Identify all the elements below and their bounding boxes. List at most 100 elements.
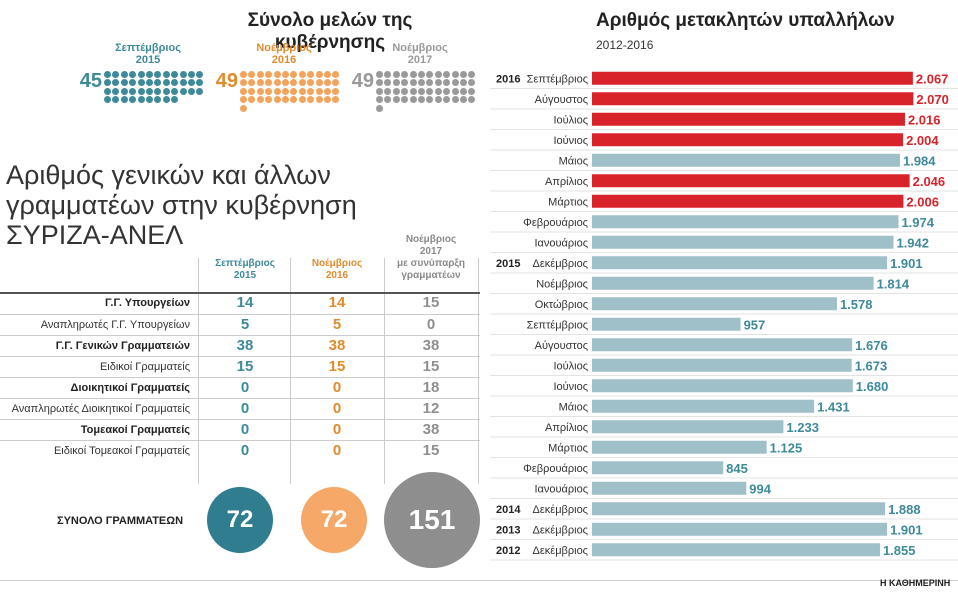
- member-dot: [265, 79, 273, 87]
- bar: [592, 379, 853, 393]
- column-header-sep-2015: Σεπτέμβριος 2015: [200, 258, 290, 282]
- total-circle-nov-2016: 72: [301, 487, 367, 553]
- month-label: Απρίλιος: [545, 176, 588, 188]
- bar-value-label: 1.901: [890, 256, 923, 271]
- member-dot: [240, 79, 247, 87]
- member-dot: [120, 79, 128, 87]
- member-dot: [451, 87, 459, 95]
- member-dot: [273, 96, 281, 104]
- bar: [592, 174, 910, 188]
- member-dot: [196, 71, 204, 78]
- member-dot: [282, 79, 289, 87]
- member-dot: [240, 104, 247, 112]
- member-dot: [418, 96, 425, 104]
- member-dot: [315, 79, 323, 87]
- member-count: 45: [79, 70, 102, 92]
- bar-value-label: 1.888: [888, 502, 921, 517]
- member-dot: [265, 87, 273, 95]
- member-dot: [298, 96, 306, 104]
- member-dot: [332, 71, 340, 78]
- year-label: 2016: [496, 73, 520, 85]
- month-label: Φεβρουάριος: [523, 217, 588, 229]
- member-dot: [120, 96, 128, 104]
- chart-title: Αριθμός μετακλητών υπαλλήλων: [596, 10, 895, 31]
- row-label: Αναπληρωτές Γ.Γ. Υπουργείων: [40, 319, 190, 331]
- bar: [592, 92, 914, 106]
- member-dot: [315, 96, 323, 104]
- secretaries-title-line2: γραμματέων στην κυβέρνηση: [6, 190, 357, 220]
- bar: [592, 194, 904, 208]
- bar-value-label: 1.233: [786, 420, 819, 435]
- member-dot: [401, 87, 409, 95]
- member-dot: [409, 96, 417, 104]
- member-dot: [273, 87, 281, 95]
- table-row: Ειδικοί Τομεακοί Γραμματείς 0 0 15: [0, 440, 480, 461]
- member-dot: [451, 96, 459, 104]
- row-value: 38: [422, 421, 440, 438]
- member-dot: [376, 96, 383, 104]
- bar: [592, 133, 904, 147]
- member-dot: [188, 71, 195, 78]
- member-dot: [188, 79, 195, 87]
- month-label: Μάιος: [559, 401, 588, 413]
- bar-value-label: 2.046: [913, 174, 946, 189]
- bar: [592, 297, 837, 311]
- month-label: Απρίλιος: [545, 422, 588, 434]
- member-dot: [256, 96, 264, 104]
- column-header-line: 2017: [419, 246, 443, 257]
- bar-value-label: 845: [726, 461, 748, 476]
- column-header-line: Σεπτέμβριος: [215, 258, 275, 269]
- member-dot: [460, 71, 467, 78]
- member-dot: [112, 71, 120, 78]
- row-value: 0: [332, 442, 342, 459]
- member-dot: [248, 71, 256, 78]
- member-dot: [324, 79, 331, 87]
- member-dot: [248, 79, 256, 87]
- member-count: 49: [215, 70, 238, 92]
- month-label: Ιούλιος: [553, 114, 588, 126]
- member-group-label: Νοέμβριος 2016: [202, 42, 332, 66]
- bar: [592, 461, 724, 475]
- row-label: Ειδικοί Τομεακοί Γραμματείς: [53, 445, 190, 457]
- member-dot: [104, 96, 111, 104]
- row-value: 5: [240, 316, 250, 333]
- member-dot: [273, 79, 281, 87]
- member-dot: [409, 79, 417, 87]
- member-dot: [401, 79, 409, 87]
- member-dot: [154, 79, 162, 87]
- member-dot: [240, 71, 247, 78]
- member-dot: [307, 79, 315, 87]
- member-dot: [282, 87, 289, 95]
- row-value: 14: [328, 294, 346, 311]
- month-label: Αύγουστος: [535, 94, 588, 106]
- member-dot: [332, 87, 340, 95]
- member-dot: [332, 96, 340, 104]
- column-header-line: Νοέμβριος: [311, 258, 363, 269]
- member-dot: [179, 79, 187, 87]
- row-value: 0: [240, 400, 250, 417]
- member-dot: [196, 87, 204, 95]
- row-value: 0: [240, 421, 250, 438]
- month-label: Ιανουάριος: [534, 237, 588, 249]
- member-dot: [384, 96, 392, 104]
- member-dot: [162, 71, 170, 78]
- member-dot: [171, 87, 179, 95]
- month-label: Νοέμβριος: [536, 278, 588, 290]
- secretaries-title-line1: Αριθμός γενικών και άλλων: [6, 160, 331, 190]
- member-dot: [104, 87, 111, 95]
- member-group-nov-2016: Νοέμβριος 2016 49: [202, 42, 340, 112]
- month-label: Ιανουάριος: [534, 483, 588, 495]
- member-dot: [376, 87, 383, 95]
- row-value: 0: [240, 379, 250, 396]
- member-dot: [146, 96, 153, 104]
- month-label: Ιούλιος: [553, 360, 588, 372]
- member-dot: [112, 87, 120, 95]
- row-value: 0: [332, 421, 342, 438]
- member-dot: [196, 79, 204, 87]
- bar: [592, 543, 880, 557]
- member-dot: [418, 71, 425, 78]
- member-dot: [468, 79, 476, 87]
- row-label: Τομεακοί Γραμματείς: [80, 424, 190, 436]
- member-dot: [146, 79, 153, 87]
- table-row: Ειδικοί Γραμματείς 15 15 15: [0, 356, 480, 377]
